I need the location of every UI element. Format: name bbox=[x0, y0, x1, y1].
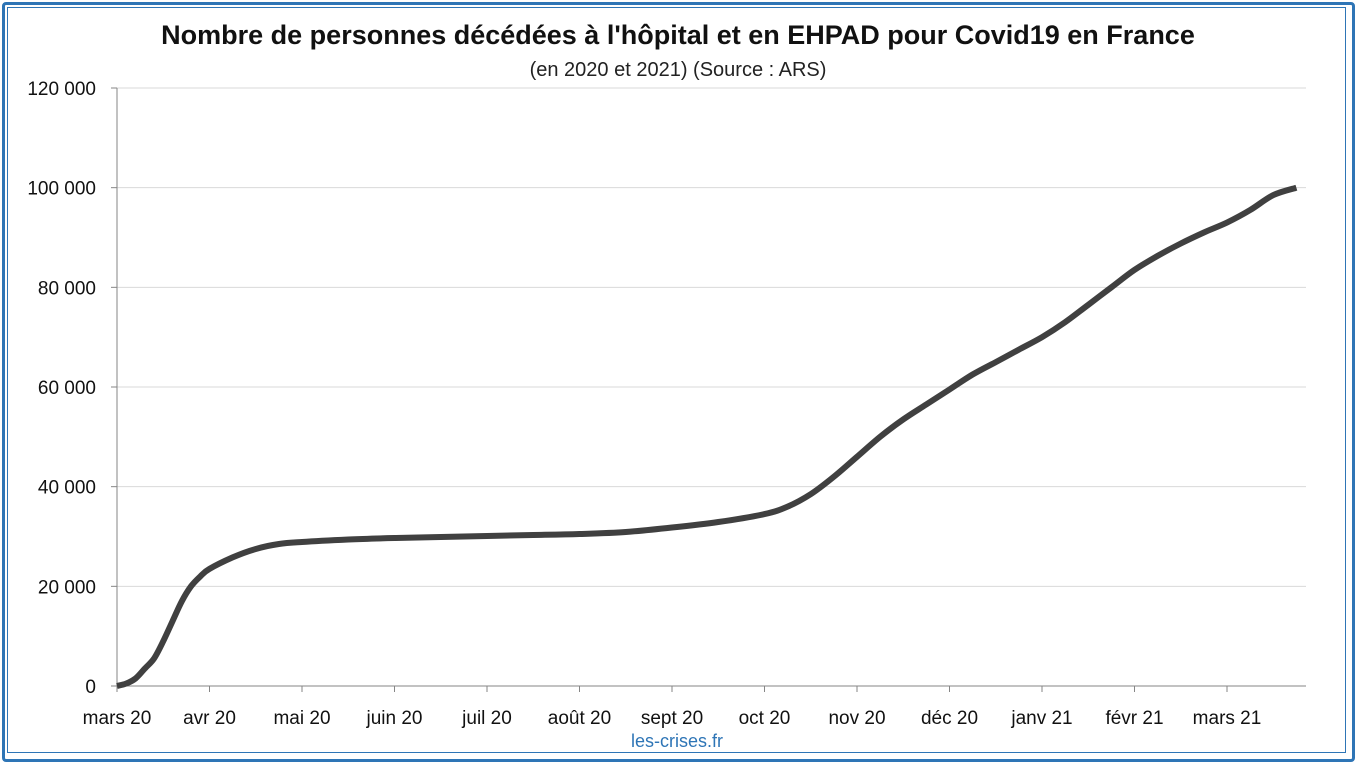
x-axis-ticks: mars 20 avr 20 mai 20 juin 20 juil 20 août 20… bbox=[83, 686, 1262, 729]
x-tick-label: juin 20 bbox=[366, 708, 423, 729]
y-tick-label: 120 000 bbox=[27, 79, 96, 100]
x-tick-label: déc 20 bbox=[921, 708, 978, 729]
y-tick-label: 60 000 bbox=[38, 378, 96, 399]
x-tick-label: févr 21 bbox=[1105, 708, 1163, 729]
series-line-0 bbox=[116, 184, 1298, 689]
x-tick-label: août 20 bbox=[548, 708, 611, 729]
x-tick-label: avr 20 bbox=[183, 708, 236, 729]
y-tick-label: 100 000 bbox=[27, 179, 96, 200]
series-group bbox=[116, 184, 1298, 689]
y-axis-ticks: 0 20 000 40 000 60 000 80 000 100 000 120 000 bbox=[27, 79, 117, 698]
x-tick-label: juil 20 bbox=[461, 708, 512, 729]
chart-subtitle: (en 2020 et 2021) (Source : ARS) bbox=[530, 59, 827, 81]
source-label: les-crises.fr bbox=[631, 731, 723, 751]
chart-title: Nombre de personnes décédées à l'hôpital… bbox=[161, 20, 1195, 50]
gridlines bbox=[117, 87, 1306, 587]
y-tick-label: 40 000 bbox=[38, 478, 96, 499]
chart-inner-frame bbox=[7, 7, 1346, 753]
x-tick-label: mars 21 bbox=[1193, 708, 1262, 729]
x-tick-label: nov 20 bbox=[828, 708, 885, 729]
x-tick-label: sept 20 bbox=[641, 708, 703, 729]
y-tick-label: 20 000 bbox=[38, 577, 96, 598]
x-tick-label: mai 20 bbox=[273, 708, 330, 729]
y-tick-label: 0 bbox=[85, 677, 96, 698]
x-tick-label: mars 20 bbox=[83, 708, 152, 729]
x-tick-label: oct 20 bbox=[739, 708, 791, 729]
x-tick-label: janv 21 bbox=[1010, 708, 1072, 729]
y-tick-label: 80 000 bbox=[38, 278, 96, 299]
